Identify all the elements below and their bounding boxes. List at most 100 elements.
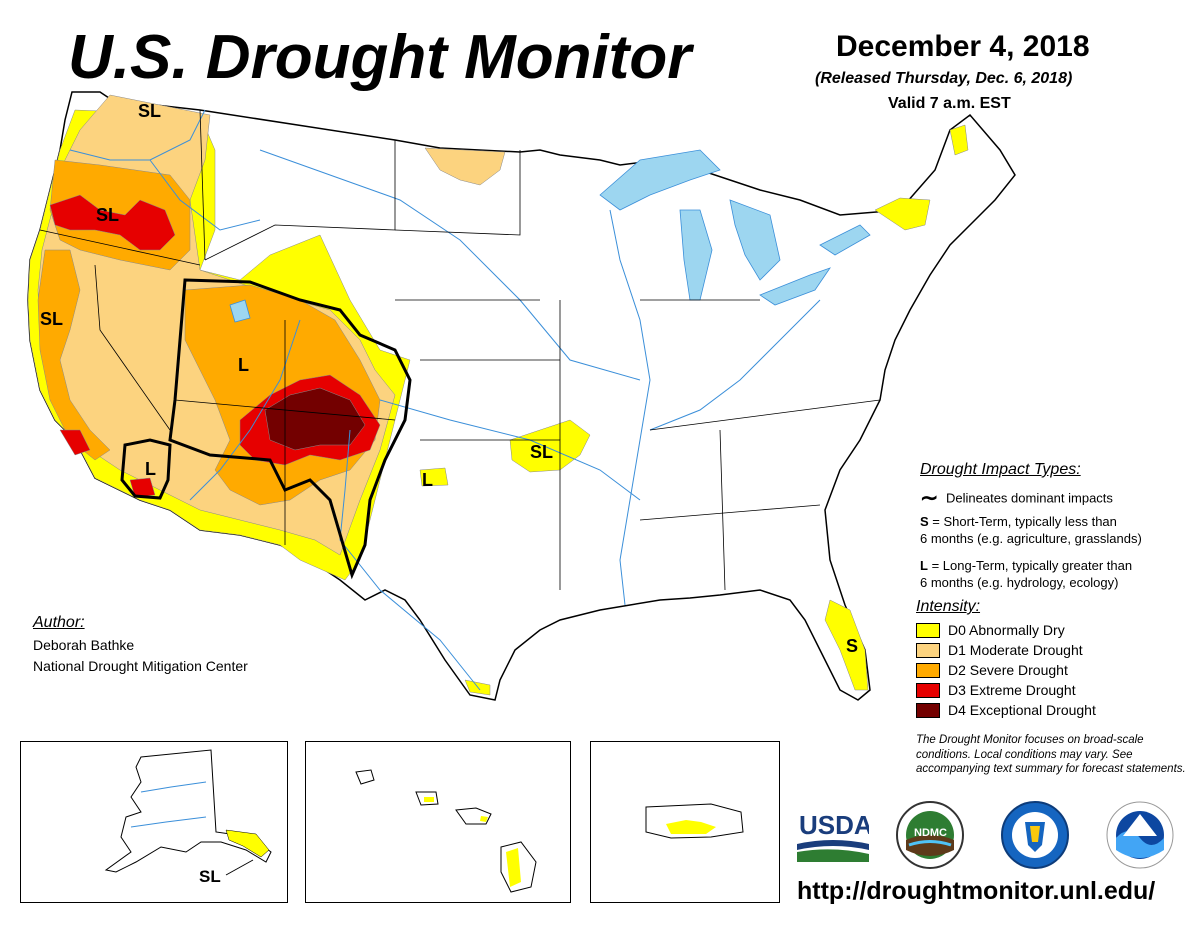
state-borders xyxy=(39,109,881,591)
d2-swatch xyxy=(916,662,940,678)
border-or-ca xyxy=(39,229,201,266)
map-date: December 4, 2018 xyxy=(836,30,1090,63)
usda-logo-stripe-blue xyxy=(797,840,869,850)
ohio-river xyxy=(649,299,821,431)
long-term-line1: = Long-Term, typically greater than xyxy=(927,558,1133,573)
intensity-item-d3: D3 Extreme Drought xyxy=(916,680,1096,700)
hawaii-kauai xyxy=(355,769,375,785)
border-gulf-states xyxy=(639,504,821,521)
d0-swatch xyxy=(916,622,940,638)
alaska-inset: SL xyxy=(20,741,288,903)
missouri-river xyxy=(259,149,641,381)
label-l-new-mexico: L xyxy=(422,470,433,490)
d3-southern-california xyxy=(59,429,156,498)
d0-north-dakota xyxy=(424,147,506,186)
rio-grande xyxy=(339,429,481,691)
long-term-line2: 6 months (e.g. hydrology, ecology) xyxy=(920,575,1119,590)
intensity-item-d2: D2 Severe Drought xyxy=(916,660,1096,680)
author-organization: National Drought Mitigation Center xyxy=(33,658,248,674)
delineation-legend-row: ∼ Delineates dominant impacts xyxy=(920,485,1113,511)
impact-boundaries xyxy=(120,278,412,580)
great-salt-lake xyxy=(229,299,251,323)
border-tn-ky xyxy=(649,399,881,431)
alaska-label-leader xyxy=(225,859,254,876)
puerto-rico-inset xyxy=(590,741,780,903)
release-date: (Released Thursday, Dec. 6, 2018) xyxy=(815,70,1073,87)
alaska-d0 xyxy=(225,829,270,858)
border-al-ga xyxy=(719,429,726,591)
intensity-item-d0: D0 Abnormally Dry xyxy=(916,620,1096,640)
border-wa-id xyxy=(199,109,206,261)
long-term-legend: L = Long-Term, typically greater than 6 … xyxy=(920,557,1132,591)
hawaii-inset xyxy=(305,741,571,903)
label-s-florida: S xyxy=(846,636,858,656)
intensity-item-d4: D4 Exceptional Drought xyxy=(916,700,1096,720)
intensity-heading: Intensity: xyxy=(916,598,981,615)
d2-label: D2 Severe Drought xyxy=(948,662,1068,678)
label-l-four-corners: L xyxy=(238,355,249,375)
long-term-boundary-southern-california xyxy=(120,438,172,500)
hawaii-big-island-d0 xyxy=(506,848,521,887)
department-of-commerce-logo xyxy=(1000,800,1070,870)
alaska-rivers xyxy=(130,781,207,828)
rivers xyxy=(69,109,821,691)
mississippi-river xyxy=(609,209,651,606)
label-sl-oklahoma: SL xyxy=(530,442,553,462)
label-l-southern-california: L xyxy=(145,459,156,479)
d3-oregon xyxy=(49,194,176,251)
usda-logo: USDA xyxy=(797,810,873,862)
focus-note: The Drought Monitor focuses on broad-sca… xyxy=(916,734,1186,775)
valid-time: Valid 7 a.m. EST xyxy=(888,95,1011,112)
label-sl-alaska: SL xyxy=(199,867,221,886)
long-term-boundary-four-corners xyxy=(168,278,412,580)
short-term-line2: 6 months (e.g. agriculture, grasslands) xyxy=(920,531,1142,546)
d0-kansas-oklahoma xyxy=(509,419,591,473)
hawaii-map xyxy=(355,769,537,893)
intensity-legend: D0 Abnormally Dry D1 Moderate Drought D2… xyxy=(916,620,1096,720)
border-dakotas xyxy=(394,150,521,236)
d1-label: D1 Moderate Drought xyxy=(948,642,1083,658)
lake-erie xyxy=(759,267,832,306)
border-wy-mt xyxy=(204,140,396,261)
d2-california xyxy=(37,249,111,461)
impact-labels: SL SL SL L L L SL S xyxy=(40,101,858,656)
lake-ontario xyxy=(819,224,871,256)
great-lakes xyxy=(229,149,871,323)
delineation-symbol-icon: ∼ xyxy=(920,485,939,510)
label-sl-northwest: SL xyxy=(138,101,161,121)
short-term-line1: = Short-Term, typically less than xyxy=(928,514,1117,529)
alaska-map: SL xyxy=(104,749,272,886)
delineation-label: Delineates dominant impacts xyxy=(946,490,1113,506)
d0-florida xyxy=(824,599,869,691)
hawaii-oahu-d0 xyxy=(424,797,434,802)
border-ca-nv xyxy=(94,264,171,431)
monitor-url-link[interactable]: http://droughtmonitor.unl.edu/ xyxy=(797,877,1156,905)
label-sl-oregon: SL xyxy=(96,205,119,225)
d0-label: D0 Abnormally Dry xyxy=(948,622,1065,638)
ndmc-logo: NDMC xyxy=(895,800,965,870)
long-term-code: L xyxy=(920,558,928,573)
puerto-rico-map xyxy=(645,803,744,839)
impact-types-heading: Drought Impact Types: xyxy=(920,461,1081,478)
lake-superior xyxy=(599,149,721,211)
d4-four-corners xyxy=(264,387,366,451)
alaska-outline xyxy=(104,749,272,873)
label-sl-california: SL xyxy=(40,309,63,329)
short-term-legend: S = Short-Term, typically less than 6 mo… xyxy=(920,513,1142,547)
short-term-code: S xyxy=(920,514,929,529)
puerto-rico-d0 xyxy=(666,820,716,834)
map-title: U.S. Drought Monitor xyxy=(68,23,692,92)
author-name: Deborah Bathke xyxy=(33,637,135,653)
d3-swatch xyxy=(916,682,940,698)
d1-swatch xyxy=(916,642,940,658)
lake-huron xyxy=(729,199,781,281)
d3-label: D3 Extreme Drought xyxy=(948,682,1076,698)
author-heading: Author: xyxy=(33,614,85,631)
d0-new-england xyxy=(874,124,969,231)
intensity-item-d1: D1 Moderate Drought xyxy=(916,640,1096,660)
d0-texas xyxy=(419,467,491,696)
hawaii-maui-d0 xyxy=(480,816,488,822)
usda-logo-stripe-green xyxy=(797,849,869,862)
noaa-logo xyxy=(1105,800,1175,870)
